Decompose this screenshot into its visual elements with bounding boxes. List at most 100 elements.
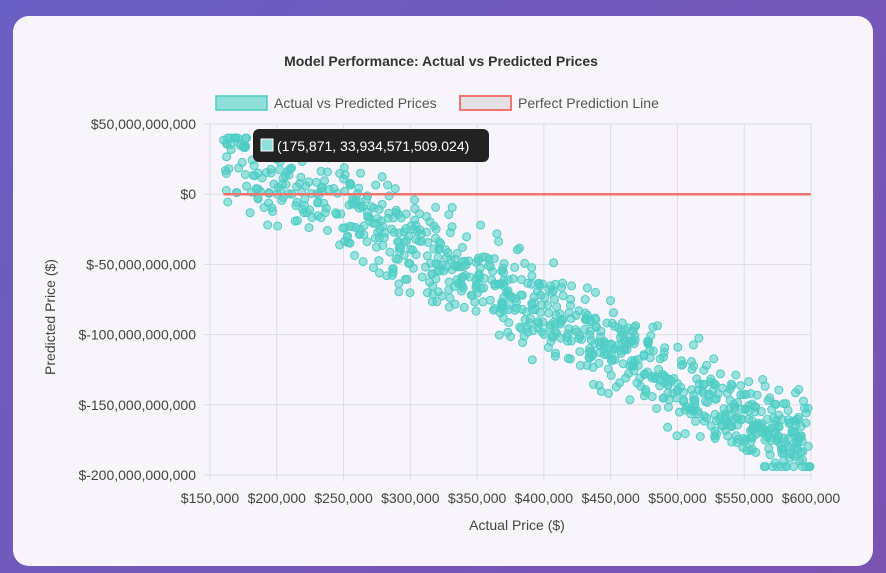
scatter-point (399, 227, 409, 237)
scatter-point (331, 208, 341, 218)
scatter-point (506, 332, 515, 342)
scatter-point (680, 405, 690, 415)
scatter-point (625, 395, 635, 405)
scatter-point (594, 381, 604, 390)
scatter-point (723, 431, 733, 441)
scatter-point (558, 291, 568, 301)
scatter-point (799, 396, 808, 406)
scatter-point (710, 394, 720, 404)
scatter-point (663, 380, 673, 390)
scatter-point (527, 305, 537, 315)
scatter-point (385, 247, 395, 257)
scatter-point (356, 168, 366, 178)
scatter-point (669, 374, 679, 383)
chart-title: Model Performance: Actual vs Predicted P… (284, 53, 598, 69)
scatter-point (655, 381, 665, 391)
scatter-point (358, 257, 368, 267)
scatter-point (479, 283, 489, 293)
scatter-point (410, 195, 420, 205)
scatter-point (384, 208, 394, 218)
scatter-point (510, 262, 520, 272)
legend-label-scatter[interactable]: Actual vs Predicted Prices (274, 95, 437, 111)
scatter-point (224, 164, 234, 174)
scatter-point (699, 416, 709, 426)
scatter-point (731, 431, 741, 441)
scatter-point (774, 385, 784, 395)
scatter-point (358, 202, 368, 212)
scatter-point (796, 422, 806, 431)
scatter-point (495, 308, 505, 318)
scatter-point (632, 378, 642, 388)
scatter-point (444, 277, 454, 287)
scatter-point (769, 413, 779, 423)
scatter-point (490, 281, 500, 291)
scatter-point (489, 254, 499, 264)
scatter-point (273, 221, 283, 231)
x-tick-label: $450,000 (581, 490, 640, 506)
scatter-point (712, 429, 721, 439)
scatter-point (346, 179, 356, 189)
scatter-point (779, 399, 789, 409)
scatter-point (744, 414, 754, 424)
scatter-point (285, 164, 295, 174)
scatter-point (694, 333, 704, 343)
scatter-point (633, 361, 643, 370)
scatter-point (313, 211, 323, 221)
scatter-point (292, 197, 302, 207)
scatter-point (582, 283, 592, 293)
scatter-point (711, 416, 721, 426)
scatter-point (401, 209, 411, 219)
scatter-point (520, 315, 530, 325)
scatter-point (415, 209, 424, 219)
scatter-point (225, 133, 235, 143)
scatter-point (535, 281, 545, 291)
scatter-point (616, 332, 625, 342)
scatter-point (687, 385, 697, 395)
scatter-point (800, 403, 809, 413)
legend-swatch-scatter[interactable] (215, 95, 268, 111)
scatter-point (663, 402, 673, 412)
scatter-point (604, 388, 613, 398)
scatter-point (673, 342, 683, 352)
scatter-point (550, 351, 560, 361)
scatter-point (751, 402, 761, 412)
scatter-point (481, 252, 491, 262)
scatter-point (710, 380, 720, 390)
y-tick-label: $0 (180, 186, 196, 202)
legend-swatch-line[interactable] (459, 95, 512, 111)
scatter-point (599, 340, 609, 350)
scatter-point (362, 237, 372, 247)
legend[interactable]: Actual vs Predicted Prices Perfect Predi… (215, 95, 659, 111)
scatter-point (606, 296, 615, 306)
scatter-point (457, 286, 466, 296)
scatter-point (447, 203, 457, 212)
scatter-point (431, 202, 441, 212)
scatter-point (552, 328, 562, 338)
scatter-point (611, 382, 621, 392)
scatter-point (471, 257, 481, 267)
scatter-point (543, 300, 553, 310)
scatter-point (264, 198, 274, 208)
scatter-point (266, 168, 276, 178)
scatter-point (395, 247, 405, 256)
scatter-point (621, 373, 631, 383)
scatter-point (736, 390, 746, 400)
legend-label-line[interactable]: Perfect Prediction Line (518, 95, 659, 111)
scatter-point (263, 220, 273, 230)
scatter-point (654, 365, 664, 374)
scatter-point (507, 292, 516, 302)
scatter-point (240, 170, 250, 179)
scatter-point (608, 354, 617, 364)
scatter-point (321, 203, 331, 213)
scatter-point (447, 222, 457, 232)
scatter-point (237, 157, 247, 167)
scatter-point (787, 426, 797, 436)
scatter-point (653, 321, 662, 331)
scatter-point (431, 259, 441, 269)
scatter-point (304, 223, 314, 233)
scatter-point (699, 365, 709, 375)
scatter-point (805, 462, 814, 472)
scatter-point (528, 326, 538, 336)
scatter-point (783, 405, 793, 415)
scatter-point (770, 458, 780, 468)
